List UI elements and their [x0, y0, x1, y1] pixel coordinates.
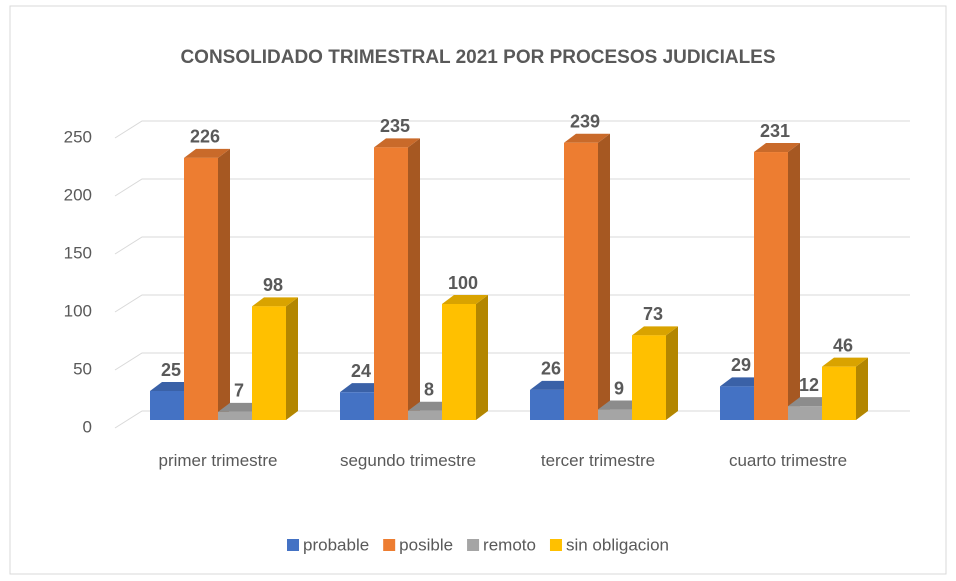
bar-front	[720, 386, 754, 420]
bar-top	[184, 148, 230, 158]
legend-swatch	[383, 539, 396, 551]
bar	[252, 297, 298, 420]
chart-title: CONSOLIDADO TRIMESTRAL 2021 POR PROCESOS…	[180, 47, 775, 68]
bar-side	[218, 148, 230, 420]
bar	[184, 148, 230, 420]
grid-line	[114, 236, 910, 255]
legend-label: probable	[303, 535, 369, 554]
bar	[564, 133, 610, 420]
bar-top	[252, 297, 298, 307]
legend-item: remoto	[467, 535, 536, 554]
bar-side	[856, 357, 868, 420]
legend-item: sin obligacion	[549, 535, 669, 554]
y-tick-label: 150	[64, 243, 92, 262]
y-tick-label: 0	[83, 417, 92, 436]
y-tick-label: 250	[64, 127, 92, 146]
bar-top	[632, 326, 678, 336]
data-label: 100	[448, 273, 478, 293]
bar-front	[184, 157, 218, 420]
bar-front	[632, 335, 666, 420]
bar	[754, 143, 800, 421]
bar-side	[788, 143, 800, 421]
bar-top	[754, 143, 800, 153]
x-tick-label: segundo trimestre	[339, 451, 477, 470]
data-label: 8	[424, 379, 434, 399]
y-tick-label: 100	[64, 301, 92, 320]
legend-swatch	[549, 539, 562, 551]
y-tick-label: 200	[64, 185, 92, 204]
y-tick-label: 50	[73, 359, 92, 378]
legend-item: probable	[287, 535, 369, 554]
legend-item: posible	[383, 535, 453, 554]
bar-front	[754, 152, 788, 421]
bar-side	[408, 138, 420, 420]
data-label: 24	[351, 361, 371, 381]
bar-side	[476, 295, 488, 420]
data-label: 231	[760, 121, 790, 141]
bar	[442, 295, 488, 420]
x-tick-label: primer trimestre	[158, 451, 278, 470]
data-label: 29	[731, 355, 751, 375]
bar-front	[252, 306, 286, 420]
bar-front	[822, 366, 856, 420]
bar-side	[598, 133, 610, 420]
data-label: 46	[833, 335, 853, 355]
grid-line	[114, 294, 910, 313]
legend-swatch	[287, 539, 300, 551]
bar-front	[218, 411, 252, 420]
bar-front	[150, 391, 184, 420]
data-label: 235	[380, 116, 410, 136]
legend-swatch	[467, 539, 480, 551]
bar-front	[374, 147, 408, 420]
bar-front	[408, 410, 442, 420]
bar-front	[530, 389, 564, 420]
bar-top	[564, 133, 610, 143]
legend-label: posible	[399, 535, 453, 554]
bar	[374, 138, 420, 420]
data-label: 239	[570, 112, 600, 132]
data-label: 226	[190, 127, 220, 147]
bar-top	[822, 357, 868, 367]
bar-side	[666, 326, 678, 420]
x-tick-label: tercer trimestre	[540, 451, 656, 470]
data-label: 98	[263, 275, 283, 295]
data-label: 7	[234, 381, 244, 401]
bar-front	[340, 392, 374, 420]
bars	[150, 133, 868, 421]
legend-label: remoto	[483, 535, 536, 554]
x-tick-label: cuarto trimestre	[728, 451, 848, 470]
bar-side	[286, 297, 298, 420]
bar-front	[598, 409, 632, 420]
bar-front	[564, 142, 598, 420]
bar-top	[374, 138, 420, 148]
data-label: 26	[541, 359, 561, 379]
bar	[822, 357, 868, 420]
data-label: 73	[643, 304, 663, 324]
bar-top	[442, 295, 488, 304]
grid-line	[114, 120, 910, 139]
data-label: 12	[799, 375, 819, 395]
bar-front	[788, 406, 822, 420]
legend-label: sin obligacion	[566, 535, 669, 554]
data-label: 9	[614, 378, 624, 398]
data-label: 25	[161, 360, 181, 380]
bar-front	[442, 304, 476, 420]
bar	[632, 326, 678, 420]
grid-line	[114, 178, 910, 197]
